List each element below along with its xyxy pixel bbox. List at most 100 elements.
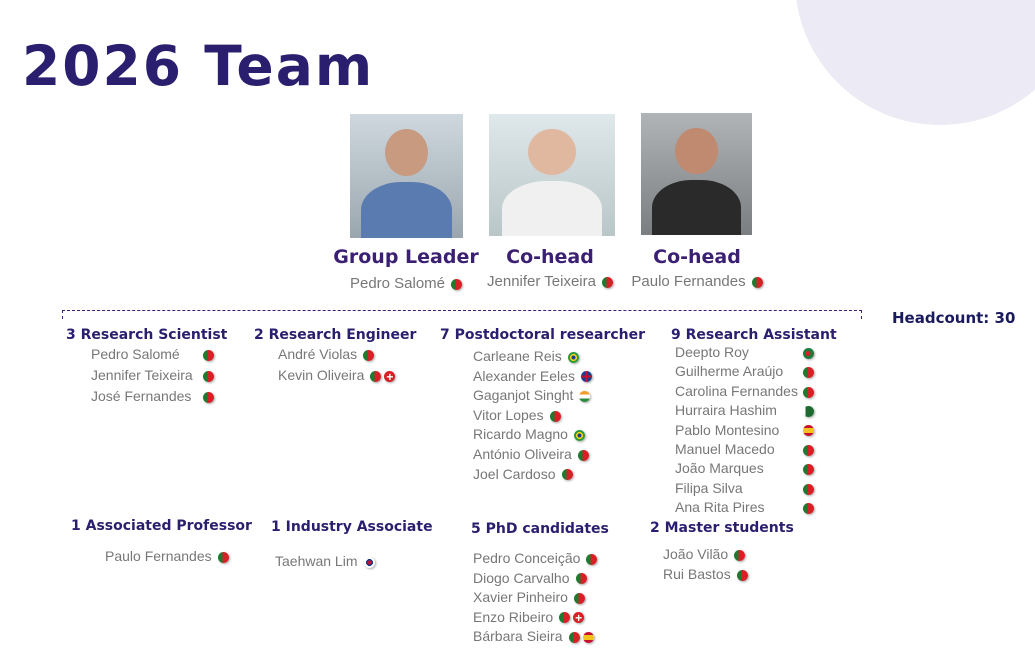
cohead-name: Jennifer Teixeira (465, 273, 635, 290)
member-item: Hurraira Hashim (675, 401, 814, 421)
group-title-ra: 9 Research Assistant (671, 327, 837, 343)
flag-portugal-icon (736, 569, 748, 581)
page-title: 2026 Team (22, 34, 375, 98)
flag-portugal-icon (203, 391, 214, 403)
member-name: Guilherme Araújo (675, 363, 784, 380)
member-item: Kevin Oliveira (278, 366, 396, 387)
member-item: Xavier Pinheiro (473, 588, 585, 608)
leader-name: Pedro Salomé (321, 275, 491, 292)
member-item: Vitor Lopes (473, 406, 561, 426)
member-item: João Vilão (663, 545, 746, 565)
flag-portugal-icon (203, 349, 214, 361)
flag-portugal-icon (549, 410, 561, 422)
member-name: António Oliveira (473, 446, 572, 462)
group-title-pd: 7 Postdoctoral researcher (440, 327, 646, 343)
flag-portugal-icon (363, 349, 375, 361)
flag-portugal-icon (559, 612, 571, 624)
member-name: Deepto Roy (675, 344, 749, 360)
member-item: Joel Cardoso (473, 465, 573, 485)
member-item: Taehwan Lim (275, 552, 375, 572)
member-name: Enzo Ribeiro (473, 608, 554, 625)
member-item: Guilherme Araújo (675, 362, 814, 382)
group-title-ia: 1 Industry Associate (271, 519, 433, 535)
flag-portugal-icon (586, 553, 598, 565)
member-name: Gaganjot Singht (473, 387, 574, 404)
member-name: João Marques (675, 460, 764, 477)
member-name: Ana Rita Pires (675, 499, 765, 516)
flag-south-korea-icon (363, 556, 375, 568)
flag-portugal-icon (601, 276, 613, 288)
member-name: Rui Bastos (663, 566, 731, 582)
member-name: Jennifer Teixeira (91, 367, 193, 383)
flag-portugal-icon (803, 444, 814, 456)
flag-portugal-icon (573, 592, 585, 604)
divider-bracket (62, 310, 862, 319)
flag-india-icon (579, 390, 591, 402)
flag-portugal-icon (803, 386, 814, 398)
member-name: Pedro Conceição (473, 550, 581, 566)
member-item: Bárbara Sieira (473, 627, 594, 647)
member-name: Diogo Carvalho (473, 569, 570, 586)
member-name: Joel Cardoso (473, 465, 556, 482)
member-name: Filipa Silva (675, 479, 743, 496)
member-name: Ricardo Magno (473, 426, 568, 443)
flag-spain-icon (582, 631, 594, 643)
member-item: Alexander Eeles (473, 367, 592, 387)
member-item: Carolina Fernandes (675, 382, 814, 402)
member-item: Pedro Salomé (91, 345, 214, 365)
leader-role: Group Leader (333, 246, 479, 268)
member-name: Vitor Lopes (473, 406, 544, 423)
member-name: Pedro Salomé (91, 346, 180, 362)
group-title-rs: 3 Research Scientist (66, 327, 228, 343)
flag-spain-icon (803, 425, 814, 437)
member-item: António Oliveira (473, 445, 589, 465)
member-name: Paulo Fernandes (105, 548, 212, 564)
member-item: Pablo Montesino (675, 421, 814, 441)
member-item: Diogo Carvalho (473, 569, 587, 589)
cohead-role: Co-head (506, 246, 594, 268)
member-item: José Fernandes (91, 387, 214, 407)
headcount: Headcount: 30 (892, 309, 1016, 327)
flag-portugal-icon (751, 276, 763, 288)
flag-portugal-icon (451, 278, 463, 290)
member-item: Rui Bastos (663, 565, 748, 585)
flag-portugal-icon (577, 449, 589, 461)
member-name: João Vilão (663, 546, 729, 562)
member-name: Manuel Macedo (675, 441, 775, 457)
decorative-circle (795, 0, 1035, 125)
flag-portugal-icon (803, 464, 814, 476)
flag-portugal-icon (561, 469, 573, 481)
member-name: José Fernandes (91, 388, 192, 404)
flag-switzerland-icon (573, 609, 585, 629)
flag-portugal-icon (203, 370, 214, 382)
member-name: Bárbara Sieira (473, 628, 563, 644)
member-name: André Violas (278, 346, 358, 362)
member-item: Deepto Roy (675, 343, 814, 363)
flag-portugal-icon (803, 367, 814, 379)
member-item: Filipa Silva (675, 479, 814, 499)
member-name: Taehwan Lim (275, 553, 358, 569)
member-item: Carleane Reis (473, 347, 579, 367)
member-item: Gaganjot Singht (473, 386, 591, 406)
cohead-role: Co-head (653, 246, 741, 268)
flag-brazil-icon (567, 351, 579, 363)
member-item: Manuel Macedo (675, 440, 814, 460)
member-name: Xavier Pinheiro (473, 589, 568, 605)
member-name: Kevin Oliveira (278, 367, 365, 383)
flag-portugal-icon (734, 549, 746, 561)
photo-group-leader (350, 114, 463, 238)
member-name: Carleane Reis (473, 348, 562, 364)
flag-switzerland-icon (384, 368, 396, 387)
member-item: João Marques (675, 459, 814, 479)
flag-portugal-icon (803, 483, 814, 495)
flag-uk-icon (580, 371, 592, 383)
member-name: Hurraira Hashim (675, 402, 777, 419)
group-title-ms: 2 Master students (650, 520, 794, 536)
flag-portugal-icon (568, 631, 580, 643)
member-item: Paulo Fernandes (105, 547, 229, 567)
flag-pakistan-icon (803, 405, 814, 417)
group-title-phd: 5 PhD candidates (471, 521, 609, 537)
member-item: Pedro Conceição (473, 549, 598, 569)
member-item: Jennifer Teixeira (91, 366, 214, 386)
cohead-name: Paulo Fernandes (612, 273, 782, 290)
